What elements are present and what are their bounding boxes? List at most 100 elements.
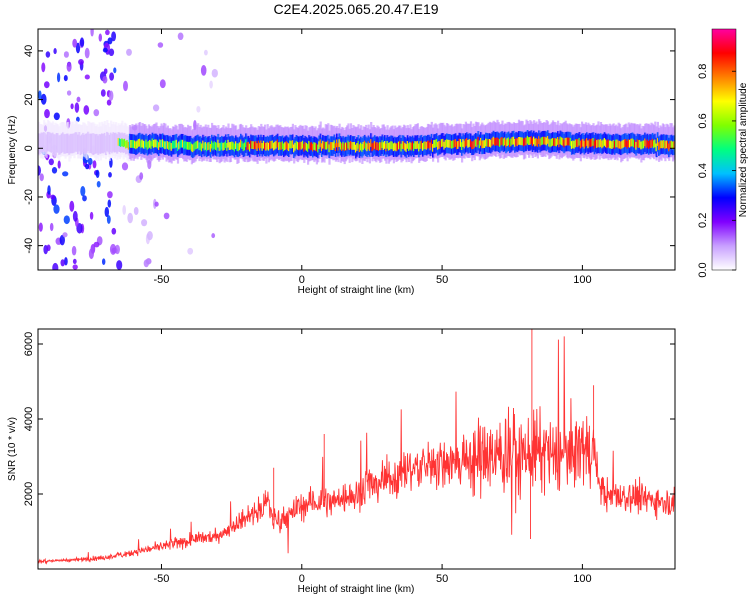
band-core	[310, 142, 313, 150]
band-core	[611, 141, 614, 149]
band-core	[406, 141, 409, 149]
band-core	[248, 143, 252, 152]
colorbar-gradient	[711, 28, 737, 271]
noise-speck	[107, 191, 113, 199]
band-core	[483, 140, 486, 148]
band-core	[193, 143, 196, 151]
snr-x-axis: -50 0 50 100	[154, 329, 592, 585]
band-core	[380, 142, 383, 151]
noise-speck	[66, 62, 72, 72]
band-outer	[59, 134, 62, 155]
noise-speck	[72, 264, 78, 270]
band-core	[613, 141, 616, 149]
band-core	[434, 139, 437, 148]
band-core	[213, 141, 216, 149]
band-core	[511, 136, 514, 145]
band-core	[144, 141, 147, 149]
band-core	[320, 143, 324, 152]
band-core	[178, 141, 181, 150]
band-core	[174, 140, 177, 149]
band-core	[655, 143, 658, 152]
noise-speck	[107, 199, 112, 208]
band-core	[415, 141, 418, 150]
band-core	[199, 142, 202, 150]
band-outer	[111, 133, 114, 154]
noise-speck	[108, 48, 115, 57]
band-core	[343, 143, 346, 152]
band-core	[653, 140, 656, 149]
band-core	[452, 140, 455, 149]
band-core	[313, 142, 316, 150]
band-core	[669, 141, 672, 149]
band-core	[262, 140, 265, 149]
band-core	[207, 142, 210, 151]
band-core	[165, 140, 168, 149]
band-core	[485, 138, 488, 147]
band-core	[659, 141, 662, 149]
band-core	[473, 140, 476, 148]
band-core	[171, 140, 175, 149]
band-core	[294, 142, 297, 151]
band-core	[126, 140, 129, 148]
band-core	[187, 141, 190, 150]
band-outer	[101, 133, 104, 153]
noise-speck	[107, 37, 113, 45]
band-core	[569, 138, 572, 146]
band-core	[227, 139, 230, 148]
band-core	[209, 144, 212, 152]
noise-speck	[88, 248, 94, 260]
band-core	[448, 139, 451, 148]
band-core	[284, 142, 287, 151]
band-core	[150, 141, 153, 149]
band-core	[333, 140, 336, 149]
band-core	[391, 141, 394, 150]
band-core	[405, 144, 408, 152]
band-core	[409, 141, 412, 150]
band-core	[205, 143, 209, 152]
band-core	[509, 139, 512, 148]
y-tick-label: 4000	[23, 407, 35, 431]
band-core	[286, 142, 289, 151]
band-core	[324, 141, 327, 150]
band-core	[117, 137, 120, 146]
band-core	[156, 140, 159, 149]
band-core	[519, 137, 522, 145]
band-core	[370, 139, 373, 147]
band-outer	[87, 131, 90, 152]
band-core	[160, 140, 163, 148]
noise-speck	[92, 160, 97, 169]
band-core	[558, 139, 561, 148]
band-core	[506, 138, 509, 146]
band-core	[526, 135, 529, 144]
band-core	[223, 142, 226, 150]
spectrogram-x-axis-label: Height of straight line (km)	[298, 285, 415, 296]
band-core	[481, 140, 484, 149]
band-core	[454, 139, 457, 147]
band-core	[264, 142, 267, 151]
band-outer	[110, 132, 113, 153]
colorbar-tick-label: 0.4	[697, 163, 709, 178]
band-core	[377, 143, 380, 151]
band-core	[170, 143, 173, 151]
band-core	[155, 139, 158, 148]
band-core	[238, 142, 241, 151]
noise-speck	[111, 31, 117, 42]
band-core	[372, 142, 375, 151]
band-core	[487, 139, 490, 148]
band-core	[231, 141, 234, 150]
band-core	[413, 143, 416, 152]
band-core	[440, 139, 443, 147]
band-core	[423, 141, 426, 150]
band-core	[466, 138, 469, 146]
band-core	[598, 139, 601, 148]
band-core	[303, 143, 306, 152]
band-core	[141, 139, 144, 148]
band-core	[429, 142, 432, 151]
band-core	[444, 140, 447, 148]
band-core	[548, 138, 551, 147]
band-core	[543, 136, 546, 145]
band-core	[492, 136, 495, 145]
band-core	[145, 139, 148, 148]
band-core	[214, 142, 217, 150]
